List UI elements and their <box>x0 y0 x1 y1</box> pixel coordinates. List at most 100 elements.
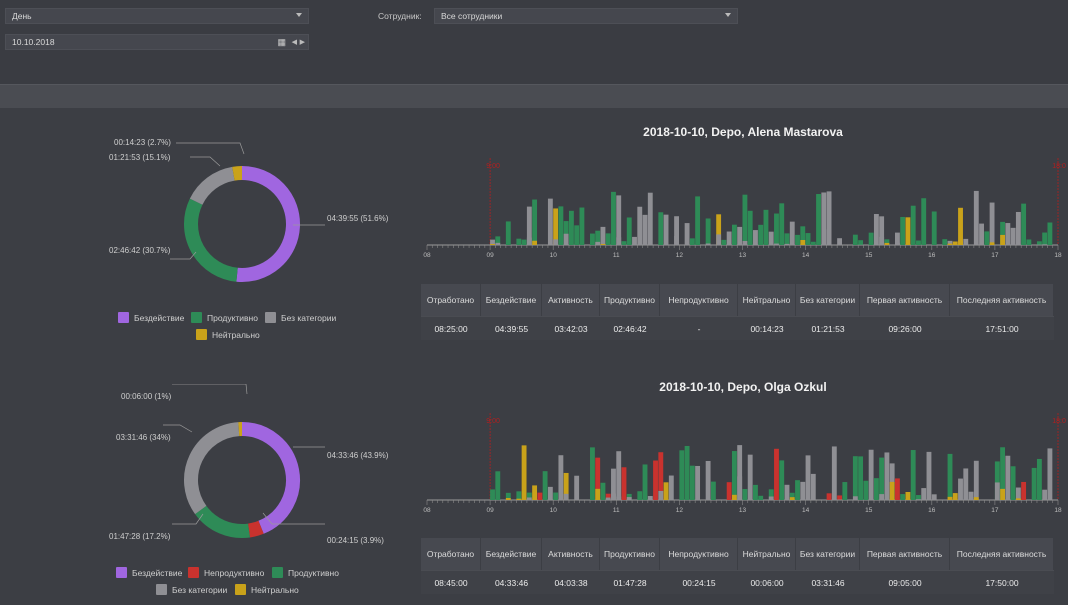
activity-bar[interactable] <box>547 486 553 500</box>
activity-bar[interactable] <box>731 224 737 245</box>
activity-bar[interactable] <box>600 482 606 500</box>
activity-bar[interactable] <box>826 229 832 245</box>
activity-bar[interactable] <box>647 496 653 500</box>
activity-bar[interactable] <box>800 481 806 500</box>
activity-bar[interactable] <box>753 484 758 500</box>
activity-bar[interactable] <box>947 453 953 500</box>
activity-bar[interactable] <box>563 472 569 500</box>
activity-bar[interactable] <box>684 223 690 245</box>
legend-uncategorized[interactable]: Без категории <box>156 584 227 595</box>
activity-bar[interactable] <box>1021 203 1027 245</box>
activity-bar[interactable] <box>574 225 580 245</box>
activity-bar[interactable] <box>1005 223 1011 245</box>
activity-bar[interactable] <box>495 242 501 245</box>
activity-bar[interactable] <box>595 230 601 245</box>
activity-bar[interactable] <box>800 239 806 245</box>
activity-bar[interactable] <box>805 233 811 245</box>
activity-bar[interactable] <box>873 478 879 500</box>
legend-productive[interactable]: Продуктивно <box>191 312 258 323</box>
activity-bar[interactable] <box>810 241 816 245</box>
activity-bar[interactable] <box>1042 244 1048 245</box>
activity-bar[interactable] <box>611 493 616 500</box>
activity-bar[interactable] <box>637 206 643 245</box>
activity-bar[interactable] <box>658 490 664 500</box>
activity-bar[interactable] <box>616 451 622 500</box>
activity-bar[interactable] <box>826 493 832 500</box>
activity-bar[interactable] <box>973 460 979 500</box>
activity-bar[interactable] <box>916 499 921 500</box>
activity-bar[interactable] <box>705 460 711 500</box>
legend-productive[interactable]: Продуктивно <box>272 567 339 578</box>
activity-bar[interactable] <box>553 208 559 245</box>
activity-bar[interactable] <box>516 491 522 500</box>
activity-bar[interactable] <box>910 450 916 500</box>
activity-bar[interactable] <box>558 455 564 500</box>
activity-bar[interactable] <box>779 203 785 245</box>
activity-bar[interactable] <box>716 234 722 245</box>
activity-bar[interactable] <box>979 223 984 245</box>
activity-bar[interactable] <box>884 452 890 500</box>
activity-bar[interactable] <box>789 497 795 500</box>
activity-bar[interactable] <box>879 236 885 245</box>
activity-bar[interactable] <box>758 495 764 500</box>
activity-bar[interactable] <box>684 445 690 500</box>
activity-bar[interactable] <box>837 495 843 500</box>
legend-neutral[interactable]: Нейтрально <box>235 584 299 595</box>
donut-slice-uncategorized[interactable] <box>184 422 240 515</box>
activity-bar[interactable] <box>626 493 632 500</box>
activity-bar[interactable] <box>595 241 601 245</box>
activity-bar[interactable] <box>768 489 774 500</box>
activity-bar[interactable] <box>916 240 921 245</box>
activity-bar[interactable] <box>1047 448 1053 500</box>
activity-bar[interactable] <box>889 463 895 500</box>
activity-bar[interactable] <box>1000 447 1006 500</box>
arrow-right-icon[interactable]: ▶ <box>299 39 305 46</box>
activity-bar[interactable] <box>526 237 532 245</box>
activity-bar[interactable] <box>921 198 927 245</box>
activity-bar[interactable] <box>521 239 527 245</box>
activity-bar[interactable] <box>852 234 858 245</box>
legend-idle[interactable]: Бездействие <box>118 312 184 323</box>
activity-bar[interactable] <box>1000 488 1006 500</box>
donut-slice-idle[interactable] <box>241 422 300 534</box>
activity-bar[interactable] <box>1015 211 1021 245</box>
activity-bar[interactable] <box>537 492 543 500</box>
activity-bar[interactable] <box>884 239 890 245</box>
activity-bar[interactable] <box>737 445 743 500</box>
activity-bar[interactable] <box>795 480 800 500</box>
activity-bar[interactable] <box>1047 222 1053 245</box>
activity-bar[interactable] <box>963 238 969 245</box>
activity-bar[interactable] <box>726 482 732 500</box>
activity-bar[interactable] <box>663 482 669 500</box>
activity-bar[interactable] <box>716 214 722 245</box>
activity-bar[interactable] <box>726 231 732 245</box>
activity-bar[interactable] <box>616 195 622 245</box>
activity-bar[interactable] <box>973 190 979 245</box>
activity-bar[interactable] <box>705 243 711 245</box>
activity-bar[interactable] <box>947 243 953 245</box>
activity-bar[interactable] <box>1026 239 1032 245</box>
activity-bar[interactable] <box>563 493 569 500</box>
activity-bar[interactable] <box>590 233 595 245</box>
activity-bar[interactable] <box>689 238 695 245</box>
activity-bar[interactable] <box>689 465 695 500</box>
activity-bar[interactable] <box>942 239 948 245</box>
activity-bar[interactable] <box>1036 241 1042 245</box>
activity-bar[interactable] <box>595 457 601 500</box>
activity-bar[interactable] <box>789 492 795 500</box>
activity-bar[interactable] <box>779 460 785 500</box>
activity-bar[interactable] <box>526 492 532 500</box>
activity-bar[interactable] <box>784 484 790 500</box>
activity-bar[interactable] <box>916 495 921 500</box>
activity-bar[interactable] <box>963 468 969 500</box>
activity-bar[interactable] <box>611 468 616 500</box>
activity-bar[interactable] <box>600 226 606 245</box>
activity-bar[interactable] <box>658 212 664 245</box>
activity-bar[interactable] <box>947 496 953 500</box>
activity-bar[interactable] <box>626 497 632 500</box>
activity-bar[interactable] <box>810 473 816 500</box>
activity-bar[interactable] <box>605 493 611 500</box>
activity-bar[interactable] <box>894 478 900 500</box>
date-field[interactable]: 10.10.2018 ▦ ◀ ▶ <box>5 34 309 50</box>
activity-bar[interactable] <box>505 498 511 500</box>
